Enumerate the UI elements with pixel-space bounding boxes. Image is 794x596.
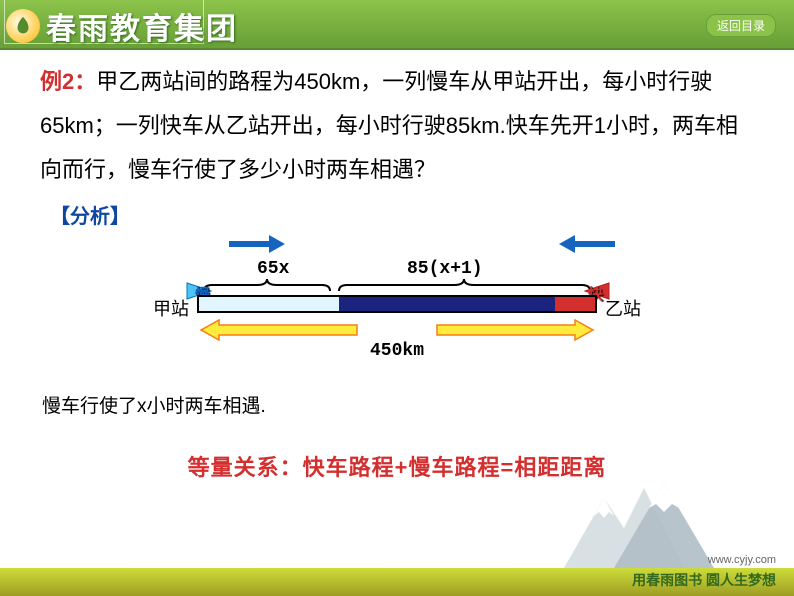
mountains-icon (554, 478, 724, 568)
footer-url: www.cyjy.com (708, 554, 776, 566)
yellow-arrow-right-icon (435, 319, 595, 341)
logo-text: 春雨教育集团 (46, 4, 238, 48)
brace-row (177, 279, 617, 293)
track-bar (197, 295, 597, 313)
station-a-label: 甲站 (153, 295, 189, 321)
station-b-label: 乙站 (605, 295, 641, 321)
total-distance-arrows (197, 319, 597, 343)
fast-segment-main (339, 297, 555, 311)
brace-right-icon (337, 279, 592, 293)
yellow-arrow-left-icon (199, 319, 359, 341)
fast-segment-head (555, 297, 595, 311)
header-bar: 春雨教育集团 返回目录 (0, 0, 794, 50)
content-area: 例2：甲乙两站间的路程为450km，一列慢车从甲站开出，每小时行驶65km；一列… (0, 50, 794, 482)
fast-distance-expr: 85(x+1) (407, 259, 483, 279)
slow-distance-expr: 65x (257, 259, 289, 279)
direction-arrows (177, 233, 617, 259)
slow-segment (199, 297, 339, 311)
footer-slogan: 用春雨图书 圆人生梦想 (632, 570, 776, 590)
analysis-label: 【分析】 (50, 200, 754, 229)
return-button[interactable]: 返回目录 (706, 14, 776, 37)
diagram: 65x 85(x+1) 慢 快 甲站 乙站 450km (177, 233, 617, 363)
expression-row: 65x 85(x+1) (177, 259, 617, 281)
logo-badge: 春雨教育集团 (6, 4, 238, 48)
problem-text: 例2：甲乙两站间的路程为450km，一列慢车从甲站开出，每小时行驶65km；一列… (40, 60, 754, 192)
let-x-statement: 慢车行使了x小时两车相遇. (42, 391, 754, 418)
example-label: 例2： (40, 69, 96, 94)
logo-icon (6, 9, 40, 43)
brace-left-icon (202, 279, 332, 293)
problem-body: 甲乙两站间的路程为450km，一列慢车从甲站开出，每小时行驶65km；一列快车从… (40, 69, 738, 182)
footer: www.cyjy.com 用春雨图书 圆人生梦想 (0, 562, 794, 596)
fast-direction-arrow-icon (557, 233, 617, 255)
total-distance-label: 450km (177, 341, 617, 361)
slow-direction-arrow-icon (227, 233, 287, 255)
